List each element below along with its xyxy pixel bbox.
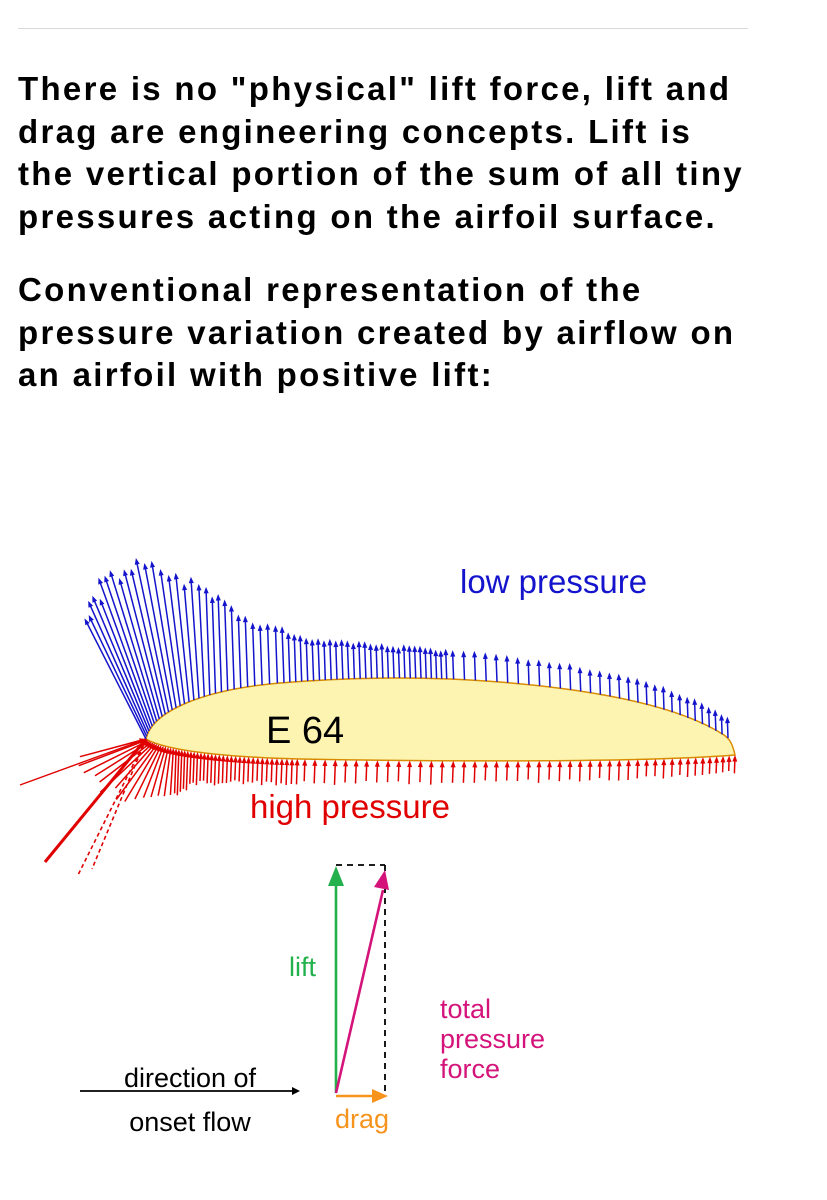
svg-text:force: force [440,1054,500,1084]
svg-text:E 64: E 64 [266,710,344,752]
svg-text:high pressure: high pressure [250,788,450,825]
svg-text:pressure: pressure [440,1024,545,1054]
svg-text:total: total [440,994,491,1024]
svg-text:low pressure: low pressure [460,563,647,600]
svg-text:onset flow: onset flow [129,1107,251,1137]
svg-text:lift: lift [289,952,316,982]
svg-text:drag: drag [335,1104,389,1134]
svg-text:direction of: direction of [124,1063,257,1093]
